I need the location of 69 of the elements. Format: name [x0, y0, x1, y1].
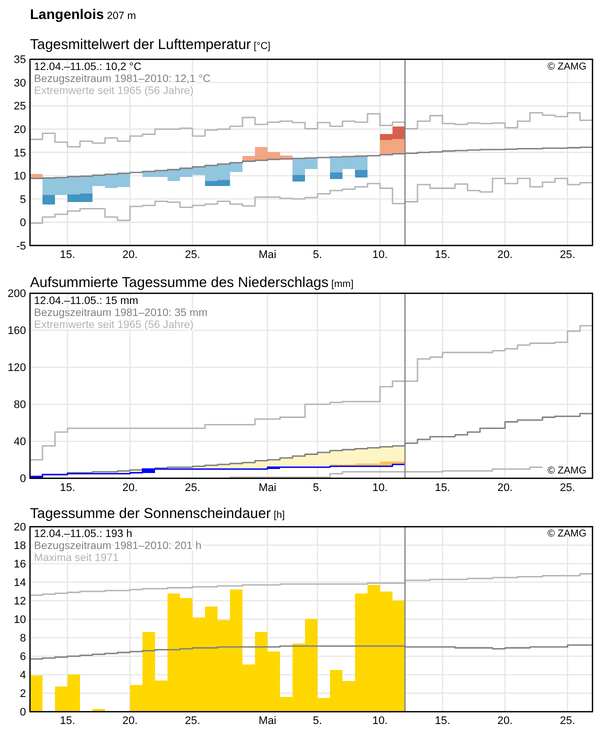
x-tick-label: 15. — [60, 715, 76, 728]
text: Extremwerte seit 1965 (56 Jahre) — [34, 318, 194, 331]
x-tick-label: 25. — [560, 482, 576, 494]
y-tick-label: 0 — [20, 217, 26, 230]
y-tick-label: 6 — [20, 651, 26, 664]
y-tick-label: 5 — [20, 194, 26, 206]
x-tick-label: 15. — [434, 482, 450, 494]
x-tick-label: 20. — [497, 482, 513, 494]
x-tick-label: Mai — [258, 715, 276, 728]
x-tick-label: 25. — [184, 482, 200, 494]
x-tick-label: 10. — [372, 249, 388, 261]
y-tick-label: 10 — [14, 170, 26, 183]
y-tick-label: 16 — [14, 558, 26, 571]
x-tick-label: 20. — [497, 249, 513, 261]
chart-title: Aufsummierte Tagessumme des Niederschlags [mm] — [30, 275, 354, 291]
x-tick-label: 20. — [122, 715, 138, 728]
y-tick-label: 0 — [20, 706, 26, 719]
y-tick-label: 200 — [8, 288, 26, 300]
y-tick-label: 30 — [14, 77, 26, 90]
y-tick-label: 12 — [14, 596, 26, 608]
chart-title: Tagessumme der Sonnenscheindauer [h] — [30, 506, 285, 522]
y-tick-label: 15 — [14, 147, 26, 160]
y-tick-label: 20 — [14, 522, 26, 534]
y-tick-label: 80 — [14, 399, 26, 412]
x-tick-label: 20. — [122, 482, 138, 494]
x-tick-label: 25. — [184, 715, 200, 728]
y-tick-label: 18 — [14, 540, 26, 552]
text: Extremwerte seit 1965 (56 Jahre) — [34, 84, 194, 97]
text: Bezugszeitraum 1981–2010: 201 h — [34, 540, 202, 552]
x-tick-label: Mai — [258, 249, 276, 261]
y-tick-label: 4 — [20, 670, 26, 682]
y-tick-label: 8 — [20, 632, 26, 645]
annotation: 12.04.–11.05.: 15 mm — [34, 294, 138, 307]
text: Maxima seit 1971 — [34, 552, 119, 564]
y-tick-label: 14 — [14, 577, 26, 590]
y-tick-label: 20 — [14, 124, 26, 136]
y-tick-label: -5 — [16, 240, 26, 252]
y-tick-label: 120 — [8, 362, 26, 374]
annotation: 12.04.–11.05.: 10,2 °C — [34, 60, 142, 73]
annotation: © ZAMG — [547, 528, 587, 540]
x-tick-label: 15. — [434, 715, 450, 728]
chart-title: Langenlois 207 m — [30, 6, 136, 22]
x-tick-label: 25. — [184, 249, 200, 261]
x-tick-label: 15. — [60, 482, 76, 494]
y-tick-label: 10 — [14, 614, 26, 626]
x-tick-label: 20. — [497, 715, 513, 728]
x-tick-label: 20. — [122, 249, 138, 261]
x-tick-label: 15. — [60, 249, 76, 261]
y-tick-label: 25 — [14, 100, 26, 113]
x-tick-label: 25. — [560, 715, 576, 728]
x-tick-label: 25. — [560, 249, 576, 261]
annotation: © ZAMG — [547, 61, 587, 72]
text: Bezugszeitraum 1981–2010: 12,1 °C — [34, 72, 211, 85]
x-tick-label: 15. — [434, 249, 450, 261]
text: Bezugszeitraum 1981–2010: 35 mm — [34, 306, 208, 319]
x-tick-label: Mai — [258, 482, 276, 494]
x-tick-label: 5. — [312, 715, 322, 728]
y-tick-label: 160 — [8, 325, 26, 338]
chart-subtitle: Tagesmittelwert der Lufttemperatur [°C] — [30, 37, 271, 53]
annotation: 12.04.–11.05.: 193 h — [34, 528, 132, 540]
y-tick-label: 35 — [14, 54, 26, 66]
x-tick-label: 5. — [312, 249, 322, 261]
y-tick-label: 2 — [20, 688, 26, 700]
x-tick-label: 10. — [372, 482, 388, 494]
annotation: © ZAMG — [547, 465, 587, 476]
x-tick-label: 10. — [372, 715, 388, 728]
y-tick-label: 40 — [14, 436, 26, 448]
y-tick-label: 0 — [20, 473, 26, 486]
x-tick-label: 5. — [312, 482, 322, 494]
